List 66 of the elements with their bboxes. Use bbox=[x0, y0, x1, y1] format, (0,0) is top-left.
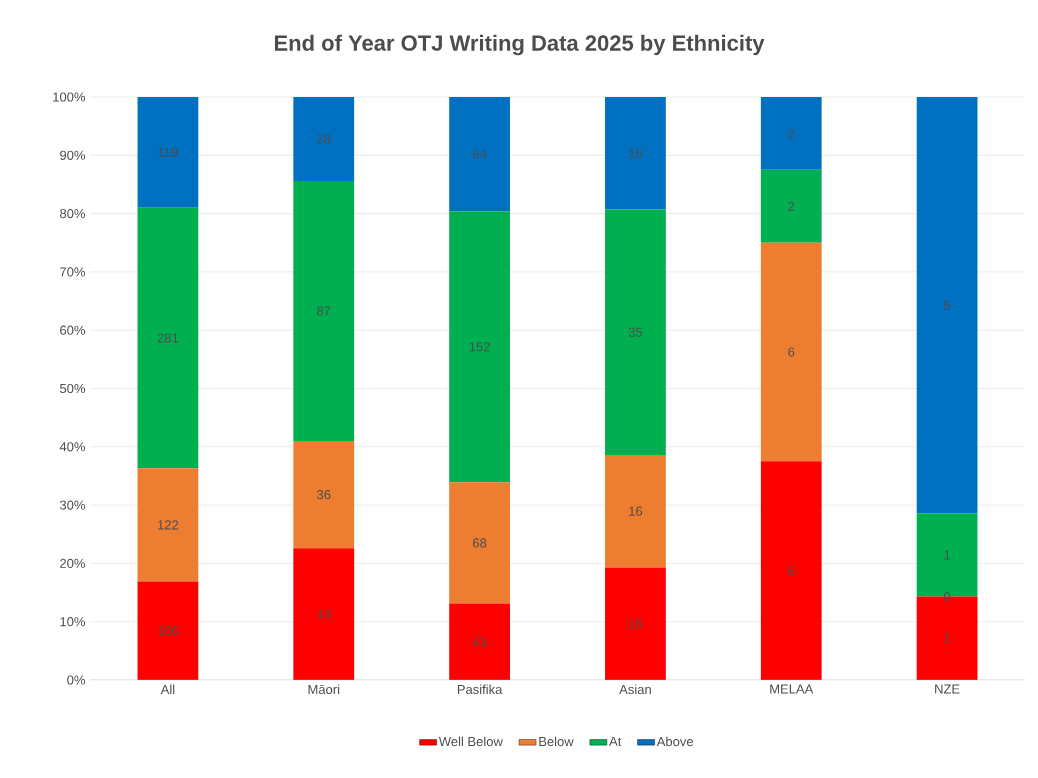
bar bbox=[916, 96, 978, 514]
legend-label: Well Below bbox=[438, 736, 503, 747]
bar bbox=[449, 211, 510, 483]
annotation: 44 bbox=[316, 609, 331, 619]
annotation: 152 bbox=[469, 342, 490, 352]
bar bbox=[449, 482, 510, 604]
annotation: 16 bbox=[629, 148, 643, 158]
annotation: 6 bbox=[788, 566, 795, 576]
y-tick-label: 70% bbox=[60, 267, 86, 277]
bar bbox=[293, 440, 355, 549]
annotation: 87 bbox=[317, 306, 331, 316]
annotation: 2 bbox=[788, 201, 795, 211]
x-tick-label: Pasifika bbox=[457, 684, 503, 695]
annotation: 64 bbox=[473, 149, 487, 159]
bar bbox=[293, 96, 355, 181]
chart-title: End of Year OTJ Writing Data 2025 by Ethnicity bbox=[274, 34, 765, 56]
x-tick-label: All bbox=[160, 684, 175, 694]
x-tick-label: Māori bbox=[308, 684, 340, 695]
y-tick-label: 20% bbox=[60, 558, 86, 568]
annotation: 281 bbox=[157, 333, 179, 343]
y-tick-label: 40% bbox=[59, 442, 86, 452]
y-tick-label: 60% bbox=[60, 325, 86, 335]
annotation: 16 bbox=[629, 619, 643, 629]
y-tick-label: 80% bbox=[60, 208, 86, 219]
annotation: 1 bbox=[944, 633, 951, 643]
bar bbox=[137, 581, 199, 680]
y-tick-label: 0% bbox=[67, 675, 86, 685]
legend-label: Above bbox=[656, 736, 694, 747]
y-tick-label: 50% bbox=[59, 383, 86, 394]
bar bbox=[137, 207, 199, 469]
legend-label: Below bbox=[539, 736, 574, 747]
y-tick-label: 10% bbox=[60, 617, 86, 627]
bar bbox=[760, 461, 822, 680]
bar bbox=[760, 96, 822, 170]
annotation: 35 bbox=[628, 327, 643, 337]
annotation: 1 bbox=[944, 550, 951, 560]
bar bbox=[760, 169, 822, 243]
annotation: 36 bbox=[317, 489, 331, 500]
x-tick-label: Asian bbox=[619, 684, 651, 695]
bar bbox=[449, 603, 510, 680]
bar bbox=[605, 567, 666, 680]
bar bbox=[605, 209, 666, 455]
annotation: 106 bbox=[158, 626, 179, 636]
annotation: 16 bbox=[629, 506, 643, 516]
y-tick-label: 90% bbox=[60, 150, 86, 160]
y-tick-label: 100% bbox=[53, 92, 85, 102]
bar bbox=[137, 96, 199, 208]
bar bbox=[605, 96, 666, 210]
bar bbox=[137, 468, 199, 582]
x-tick-label: MELAA bbox=[770, 684, 814, 694]
annotation: 68 bbox=[473, 538, 487, 548]
bar bbox=[449, 96, 510, 212]
annotation: 5 bbox=[943, 300, 951, 310]
annotation: 6 bbox=[788, 347, 795, 357]
annotation: 119 bbox=[158, 147, 178, 157]
annotation: 28 bbox=[317, 134, 331, 144]
y-tick-label: 30% bbox=[59, 500, 86, 510]
annotation: 43 bbox=[472, 637, 487, 647]
bar bbox=[293, 180, 355, 441]
bar bbox=[760, 242, 822, 462]
legend-label: At bbox=[609, 736, 622, 746]
bar bbox=[605, 454, 666, 568]
annotation: 2 bbox=[788, 128, 795, 138]
x-tick-label: NZE bbox=[935, 684, 960, 694]
annotation: 122 bbox=[158, 520, 179, 530]
bar bbox=[293, 548, 355, 680]
